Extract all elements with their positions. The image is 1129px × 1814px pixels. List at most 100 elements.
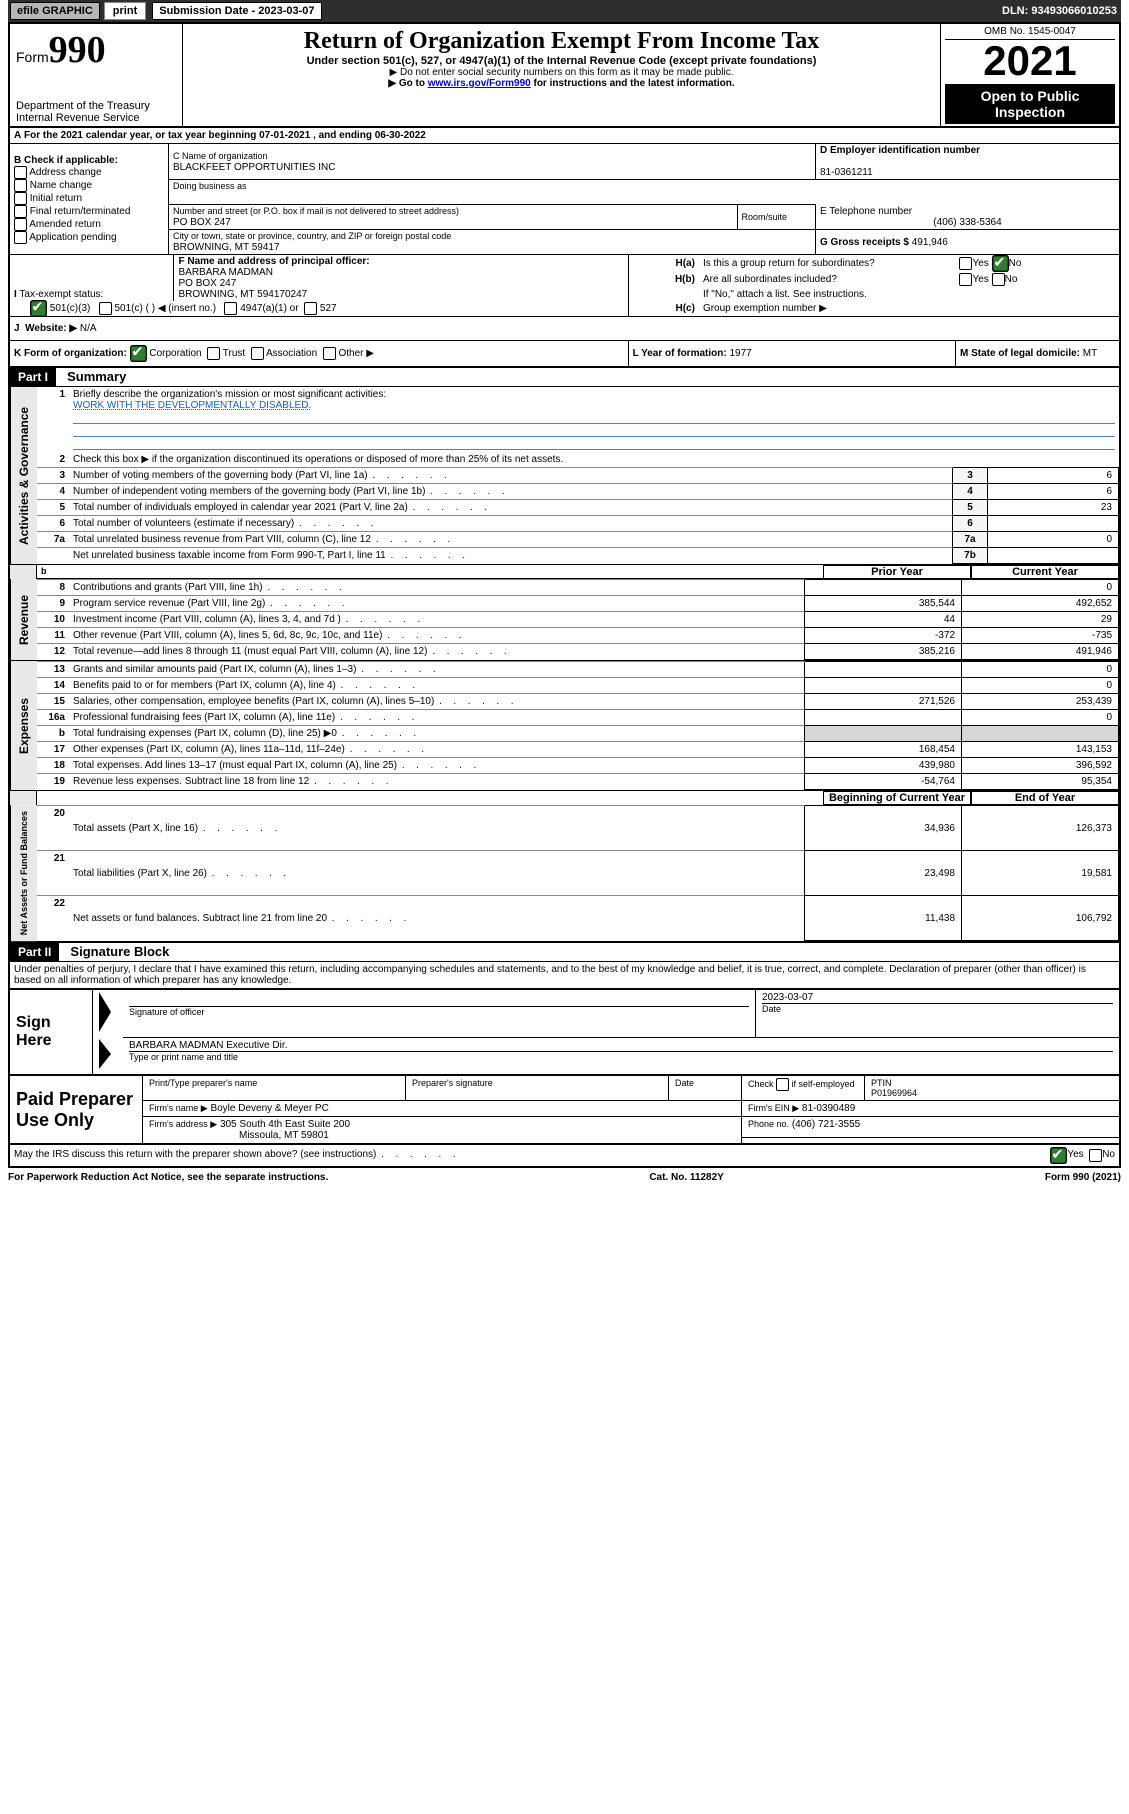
opt-other: Other ▶ (338, 348, 373, 359)
officer-name-label: Type or print name and title (129, 1052, 238, 1062)
submission-date: Submission Date - 2023-03-07 (152, 2, 321, 20)
current-value: 396,592 (962, 758, 1119, 774)
street-label: Number and street (or P.O. box if mail i… (173, 206, 459, 216)
part2-label: Part II (10, 943, 59, 961)
room-label: Room/suite (737, 205, 816, 230)
prior-value (805, 710, 962, 726)
col-prior: Prior Year (823, 565, 971, 579)
box-b-option: Address change (29, 167, 101, 178)
prior-value: 11,438 (805, 896, 962, 941)
col-curr: Current Year (971, 565, 1119, 579)
box-d-label: D Employer identification number (820, 145, 980, 156)
ptin-value: P01969964 (871, 1088, 917, 1098)
prep-date-label: Date (669, 1076, 742, 1101)
527-checkbox[interactable] (304, 302, 317, 315)
row-desc: Total fundraising expenses (Part IX, col… (73, 728, 418, 739)
self-employed-checkbox[interactable] (776, 1078, 789, 1091)
ha-no-checkbox[interactable] (992, 255, 1009, 272)
no-label: No (1102, 1149, 1115, 1162)
form-number: 990 (49, 29, 106, 71)
row-value (988, 516, 1119, 532)
opt-501c3: 501(c)(3) (50, 303, 91, 314)
box-b-checkbox[interactable] (14, 218, 27, 231)
k-assoc-checkbox[interactable] (251, 347, 264, 360)
box-b-checkbox[interactable] (14, 231, 27, 244)
side-governance: Activities & Governance (10, 387, 37, 564)
street-value: PO BOX 247 (173, 217, 231, 228)
501c-checkbox[interactable] (99, 302, 112, 315)
state-domicile: MT (1083, 348, 1097, 359)
may-irs-text: May the IRS discuss this return with the… (14, 1149, 458, 1162)
gross-receipts: 491,946 (912, 237, 948, 248)
yes-label: Yes (972, 258, 988, 269)
k-corp-checkbox[interactable] (130, 345, 147, 362)
hb-no-checkbox[interactable] (992, 273, 1005, 286)
current-value: 19,581 (962, 851, 1119, 896)
row-desc: Salaries, other compensation, employee b… (73, 696, 516, 707)
k-trust-checkbox[interactable] (207, 347, 220, 360)
open-inspection: Open to Public Inspection (945, 84, 1115, 124)
footer-left: For Paperwork Reduction Act Notice, see … (8, 1172, 328, 1183)
prior-value: -54,764 (805, 774, 962, 790)
tax-year: 2021 (945, 40, 1115, 82)
prior-value: 44 (805, 612, 962, 628)
firm-name-label: Firm's name ▶ (149, 1103, 208, 1113)
officer-line: BROWNING, MT 594170247 (178, 289, 623, 300)
officer-line: PO BOX 247 (178, 278, 623, 289)
box-b-option: Name change (30, 180, 92, 191)
row-desc: Net unrelated business taxable income fr… (73, 550, 467, 561)
footer-mid: Cat. No. 11282Y (649, 1172, 723, 1183)
hb-note: If "No," attach a list. See instructions… (699, 287, 1120, 301)
form-warn2-pre: ▶ Go to (388, 78, 427, 89)
row-desc: Contributions and grants (Part VIII, lin… (73, 582, 344, 593)
firm-name: Boyle Deveny & Meyer PC (210, 1103, 328, 1114)
row-value: 23 (988, 500, 1119, 516)
box-b-checkbox[interactable] (14, 192, 27, 205)
side-revenue: Revenue (10, 579, 37, 660)
box-f-label: F Name and address of principal officer: (178, 256, 369, 267)
firm-phone-label: Phone no. (748, 1119, 789, 1129)
box-b-checkbox[interactable] (14, 166, 27, 179)
form-warn1: ▶ Do not enter social security numbers o… (189, 67, 934, 78)
box-b-checkbox[interactable] (14, 205, 27, 218)
officer-line: BARBARA MADMAN (178, 267, 623, 278)
sig-officer-label: Signature of officer (129, 1007, 204, 1017)
firm-phone: (406) 721-3555 (792, 1119, 860, 1130)
row-desc: Number of voting members of the governin… (73, 470, 449, 481)
city-label: City or town, state or province, country… (173, 231, 451, 241)
q2-text: Check this box ▶ if the organization dis… (73, 454, 563, 465)
box-l-label: L Year of formation: (633, 348, 727, 359)
no-label: No (1005, 274, 1018, 285)
box-b-option: Final return/terminated (30, 206, 131, 217)
current-value: 126,373 (962, 806, 1119, 851)
print-button[interactable]: print (104, 2, 146, 20)
row-value: 0 (988, 532, 1119, 548)
irs-link[interactable]: www.irs.gov/Form990 (428, 78, 531, 89)
box-b-option: Amended return (29, 219, 101, 230)
part2-title: Signature Block (62, 944, 169, 959)
ein-value: 81-0361211 (820, 167, 873, 178)
4947-checkbox[interactable] (224, 302, 237, 315)
dba-label: Doing business as (173, 181, 247, 191)
prior-value: -372 (805, 628, 962, 644)
prior-value (805, 678, 962, 694)
mayirs-yes-checkbox[interactable] (1050, 1147, 1067, 1164)
irs-label: Internal Revenue Service (16, 112, 176, 124)
footer-right-post: (2021) (1089, 1172, 1121, 1183)
prior-value (805, 726, 962, 742)
current-value: 106,792 (962, 896, 1119, 941)
501c3-checkbox[interactable] (30, 300, 47, 317)
current-value: 0 (962, 678, 1119, 694)
k-other-checkbox[interactable] (323, 347, 336, 360)
box-b-checkbox[interactable] (14, 179, 27, 192)
website-value: N/A (80, 323, 97, 334)
mayirs-no-checkbox[interactable] (1089, 1149, 1102, 1162)
prep-sig-label: Preparer's signature (406, 1076, 669, 1101)
ha-text: Is this a group return for subordinates? (699, 255, 956, 272)
sign-here-label: Sign Here (9, 990, 93, 1075)
hb-yes-checkbox[interactable] (959, 273, 972, 286)
date-label: Date (762, 1003, 1113, 1014)
form-prefix: Form (16, 49, 49, 65)
ha-yes-checkbox[interactable] (959, 257, 972, 270)
current-value: 491,946 (962, 644, 1119, 660)
